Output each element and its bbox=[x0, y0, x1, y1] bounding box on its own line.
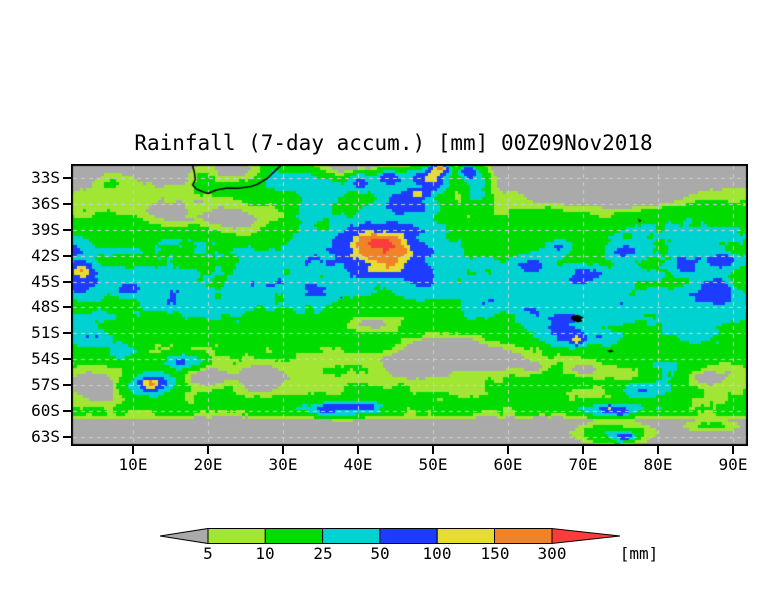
lon-tick-mark bbox=[282, 446, 284, 454]
lat-tick-mark bbox=[63, 255, 71, 257]
lat-tick-label: 57S bbox=[31, 375, 60, 394]
lat-tick-mark bbox=[63, 281, 71, 283]
lon-tick-mark bbox=[432, 446, 434, 454]
colorbar-below-min-arrow bbox=[159, 527, 209, 545]
lat-tick-label: 45S bbox=[31, 272, 60, 291]
colorbar-label: 10 bbox=[255, 544, 275, 563]
lon-tick-mark bbox=[207, 446, 209, 454]
chart-title: Rainfall (7-day accum.) [mm] 00Z09Nov201… bbox=[134, 131, 653, 155]
lat-tick-label: 36S bbox=[31, 194, 60, 213]
lat-tick-mark bbox=[63, 306, 71, 308]
lon-tick-mark bbox=[132, 446, 134, 454]
colorbar-label: 50 bbox=[370, 544, 390, 563]
lat-tick-label: 42S bbox=[31, 246, 60, 265]
colorbar bbox=[159, 527, 621, 545]
lat-tick-label: 60S bbox=[31, 401, 60, 420]
lat-tick-label: 63S bbox=[31, 427, 60, 446]
lon-tick-label: 30E bbox=[268, 455, 298, 474]
rainfall-heatmap-canvas bbox=[71, 164, 748, 446]
lon-tick-label: 90E bbox=[718, 455, 748, 474]
lon-tick-mark bbox=[357, 446, 359, 454]
colorbar-label: 5 bbox=[203, 544, 213, 563]
lat-tick-mark bbox=[63, 332, 71, 334]
lat-tick-mark bbox=[63, 177, 71, 179]
lat-tick-mark bbox=[63, 203, 71, 205]
colorbar-label: 300 bbox=[537, 544, 567, 563]
lon-tick-label: 20E bbox=[193, 455, 223, 474]
lat-tick-mark bbox=[63, 384, 71, 386]
lat-tick-mark bbox=[63, 229, 71, 231]
colorbar-segment bbox=[494, 528, 553, 544]
lon-tick-label: 40E bbox=[343, 455, 373, 474]
lat-tick-mark bbox=[63, 410, 71, 412]
lat-tick-label: 51S bbox=[31, 323, 60, 342]
colorbar-label: 150 bbox=[480, 544, 510, 563]
lon-tick-label: 10E bbox=[118, 455, 148, 474]
lon-tick-label: 50E bbox=[418, 455, 448, 474]
lon-tick-mark bbox=[582, 446, 584, 454]
lat-tick-mark bbox=[63, 358, 71, 360]
lon-tick-label: 80E bbox=[643, 455, 673, 474]
lon-tick-label: 70E bbox=[568, 455, 598, 474]
colorbar-unit-label: [mm] bbox=[619, 544, 659, 563]
lat-tick-label: 39S bbox=[31, 220, 60, 239]
lat-tick-label: 48S bbox=[31, 297, 60, 316]
colorbar-above-max-arrow bbox=[551, 527, 621, 545]
lat-tick-mark bbox=[63, 436, 71, 438]
lat-tick-label: 54S bbox=[31, 349, 60, 368]
map-plot-area bbox=[71, 164, 748, 446]
colorbar-segment bbox=[322, 528, 381, 544]
colorbar-segment bbox=[264, 528, 324, 544]
colorbar-label: 25 bbox=[313, 544, 333, 563]
colorbar-segment bbox=[379, 528, 438, 544]
colorbar-segment bbox=[436, 528, 496, 544]
lon-tick-mark bbox=[732, 446, 734, 454]
lon-tick-label: 60E bbox=[493, 455, 523, 474]
lat-tick-label: 33S bbox=[31, 168, 60, 187]
lon-tick-mark bbox=[657, 446, 659, 454]
colorbar-segment bbox=[207, 528, 266, 544]
colorbar-label: 100 bbox=[422, 544, 452, 563]
lon-tick-mark bbox=[507, 446, 509, 454]
